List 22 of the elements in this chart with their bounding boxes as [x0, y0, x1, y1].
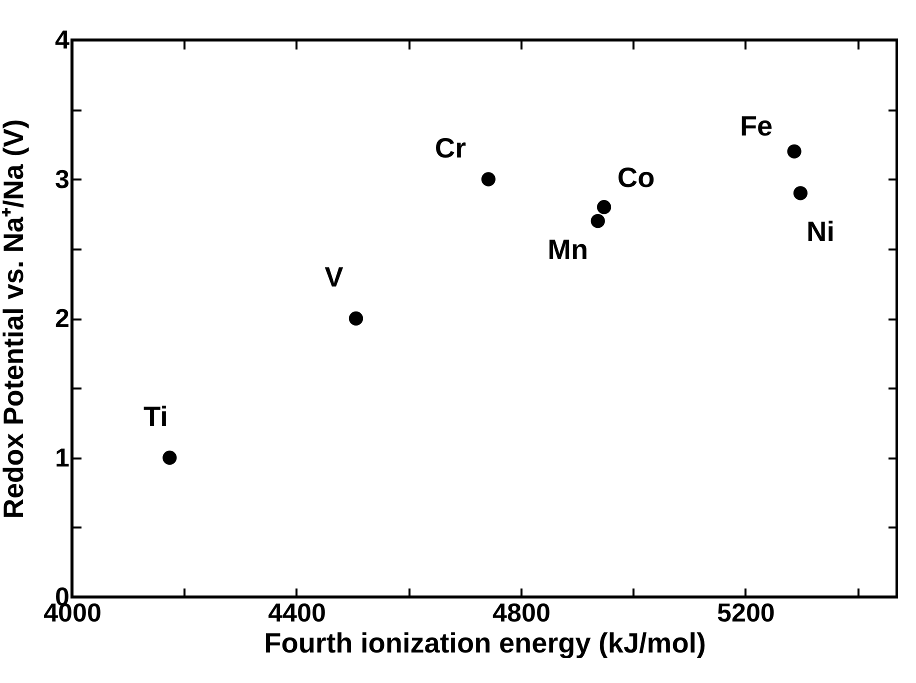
- y-tick-label: 3: [55, 164, 70, 194]
- point: [590, 214, 605, 228]
- y-tick-label: 1: [55, 442, 70, 472]
- point: [481, 172, 496, 186]
- x-tick-label: 4400: [268, 598, 326, 628]
- point: [348, 311, 364, 326]
- annotation: Ti: [143, 400, 168, 432]
- annotation: Co: [617, 162, 655, 194]
- x-tick-label: 5200: [717, 598, 775, 628]
- y-tick-label: 2: [55, 303, 70, 333]
- annotation: Cr: [434, 132, 466, 164]
- x-tick-label: 4800: [492, 598, 550, 628]
- annotation: Mn: [548, 234, 588, 266]
- annotation: Ni: [806, 216, 834, 248]
- point: [787, 144, 802, 158]
- annotation: Fe: [740, 110, 773, 142]
- y-axis-title: Redox Potential vs. Na⁺/Na (V): [0, 119, 30, 519]
- point: [793, 186, 808, 200]
- point: [596, 200, 612, 214]
- y-tick-label: 4: [55, 24, 70, 54]
- annotation: V: [324, 262, 344, 292]
- point: [162, 450, 177, 465]
